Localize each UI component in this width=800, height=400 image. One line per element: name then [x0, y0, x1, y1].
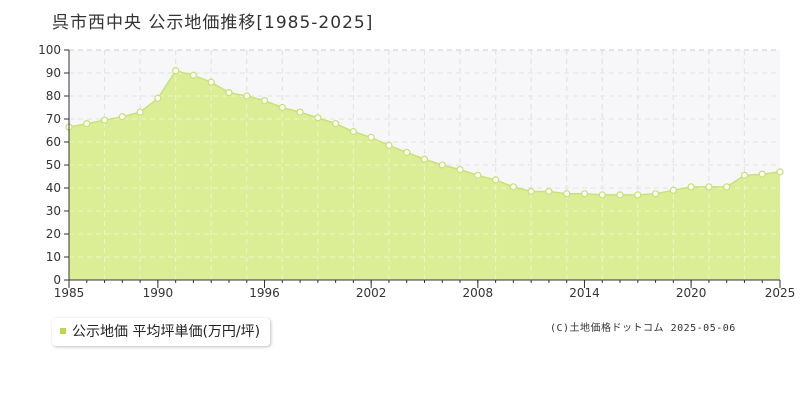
label-layer: 0 10 20 30 40 50 60 70 80 90 100 1985 1990 1996 2002 20…	[38, 43, 795, 300]
data-point	[403, 148, 411, 157]
y-tick-label: 60	[46, 135, 61, 149]
data-point	[136, 108, 144, 116]
data-point	[438, 161, 446, 169]
x-tick-label: 2020	[676, 286, 707, 300]
data-point	[740, 171, 749, 180]
data-point	[545, 187, 553, 196]
x-tick-label: 1996	[249, 286, 280, 300]
data-point	[367, 133, 375, 142]
data-point	[83, 119, 91, 128]
data-point	[331, 119, 340, 128]
y-tick-label: 50	[46, 158, 61, 172]
data-point	[598, 191, 606, 199]
data-point	[154, 94, 162, 102]
data-point	[314, 114, 322, 122]
x-tick-label: 1990	[143, 286, 174, 300]
series-area	[69, 70, 780, 280]
data-point	[349, 127, 358, 136]
data-point	[669, 186, 677, 194]
data-point	[456, 165, 464, 174]
chart-title: 呉市西中央 公示地価推移[1985-2025]	[52, 13, 374, 33]
data-point	[296, 108, 304, 116]
x-tick-label: 2002	[356, 286, 387, 300]
legend-label: 公示地価 平均坪単価(万円/坪)	[72, 324, 261, 340]
data-point	[118, 113, 126, 121]
data-point	[758, 170, 766, 178]
data-point	[723, 183, 731, 191]
legend-swatch	[60, 328, 66, 334]
y-tick-label: 70	[46, 112, 61, 126]
data-point	[491, 176, 500, 184]
data-point	[189, 71, 198, 79]
data-point	[207, 78, 215, 86]
y-tick-label: 40	[46, 181, 61, 195]
area-layer	[68, 50, 781, 280]
y-tick-label: 90	[46, 66, 61, 80]
data-point	[527, 187, 535, 196]
x-tick-label: 2025	[765, 286, 796, 300]
axis-layer	[64, 49, 781, 288]
data-point	[260, 96, 269, 105]
data-point	[385, 141, 393, 150]
data-point	[420, 155, 429, 163]
x-tick-label: 2008	[463, 286, 494, 300]
y-tick-label: 0	[53, 273, 61, 287]
data-point	[616, 191, 624, 199]
data-point	[705, 183, 713, 191]
data-point	[634, 191, 642, 199]
data-point	[171, 67, 180, 75]
data-point	[580, 190, 589, 198]
data-point	[278, 103, 286, 112]
y-tick-label: 30	[46, 204, 61, 218]
credit-text: (C)土地価格ドットコム 2025-05-06	[550, 323, 736, 334]
data-point	[687, 183, 695, 191]
marker-layer	[65, 67, 784, 199]
data-point	[100, 116, 109, 124]
y-tick-label: 80	[46, 89, 61, 103]
data-point	[225, 88, 233, 97]
y-tick-label: 10	[46, 250, 61, 264]
y-tick-label: 100	[38, 43, 61, 57]
legend: 公示地価 平均坪単価(万円/坪)	[52, 318, 271, 346]
data-point	[651, 190, 660, 198]
data-point	[243, 92, 251, 100]
data-point	[509, 183, 518, 191]
x-tick-label: 2014	[569, 286, 600, 300]
data-point	[563, 190, 571, 198]
data-point	[776, 168, 784, 176]
y-tick-label: 20	[46, 227, 61, 241]
data-point	[474, 171, 482, 180]
x-tick-label: 1985	[54, 286, 85, 300]
